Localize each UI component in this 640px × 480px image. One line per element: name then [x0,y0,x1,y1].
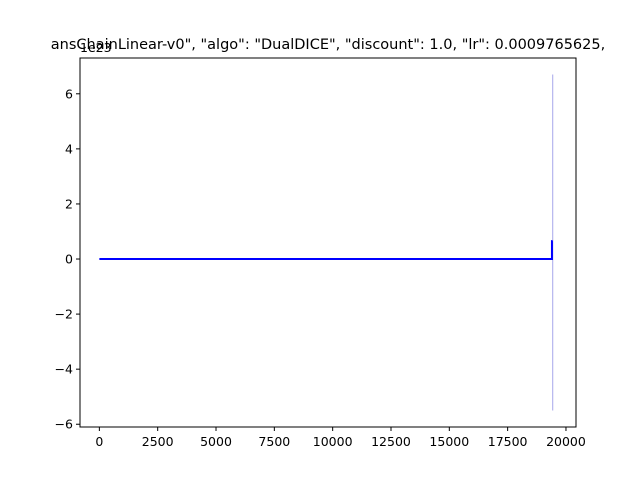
series-line-0 [99,240,553,261]
x-tick-label: 5000 [200,434,232,449]
x-tick-label: 7500 [258,434,290,449]
y-tick-label: 4 [65,141,73,156]
x-tick-label: 17500 [488,434,528,449]
y-tick-label: −4 [55,362,73,377]
plot-area [99,74,554,411]
y-tick-label: 6 [65,86,73,101]
chart-title: ansChainLinear-v0", "algo": "DualDICE", … [51,37,605,53]
y-tick-label: 0 [65,252,73,267]
x-tick-label: 0 [95,434,103,449]
x-tick-label: 10000 [313,434,353,449]
x-tick-label: 12500 [371,434,411,449]
y-tick-label: −6 [55,417,73,432]
y-offset-label: 1e23 [80,40,112,55]
axes-frame [79,57,577,428]
y-tick-label: 2 [65,196,73,211]
x-tick-label: 15000 [429,434,469,449]
x-tick-label: 20000 [546,434,586,449]
y-axis: −6 −4 −2 0 2 4 6 [55,86,80,432]
x-axis: 0 2500 5000 7500 10000 12500 15000 17500 20000 [95,427,586,449]
y-tick-label: −2 [55,307,73,322]
x-tick-label: 2500 [142,434,174,449]
